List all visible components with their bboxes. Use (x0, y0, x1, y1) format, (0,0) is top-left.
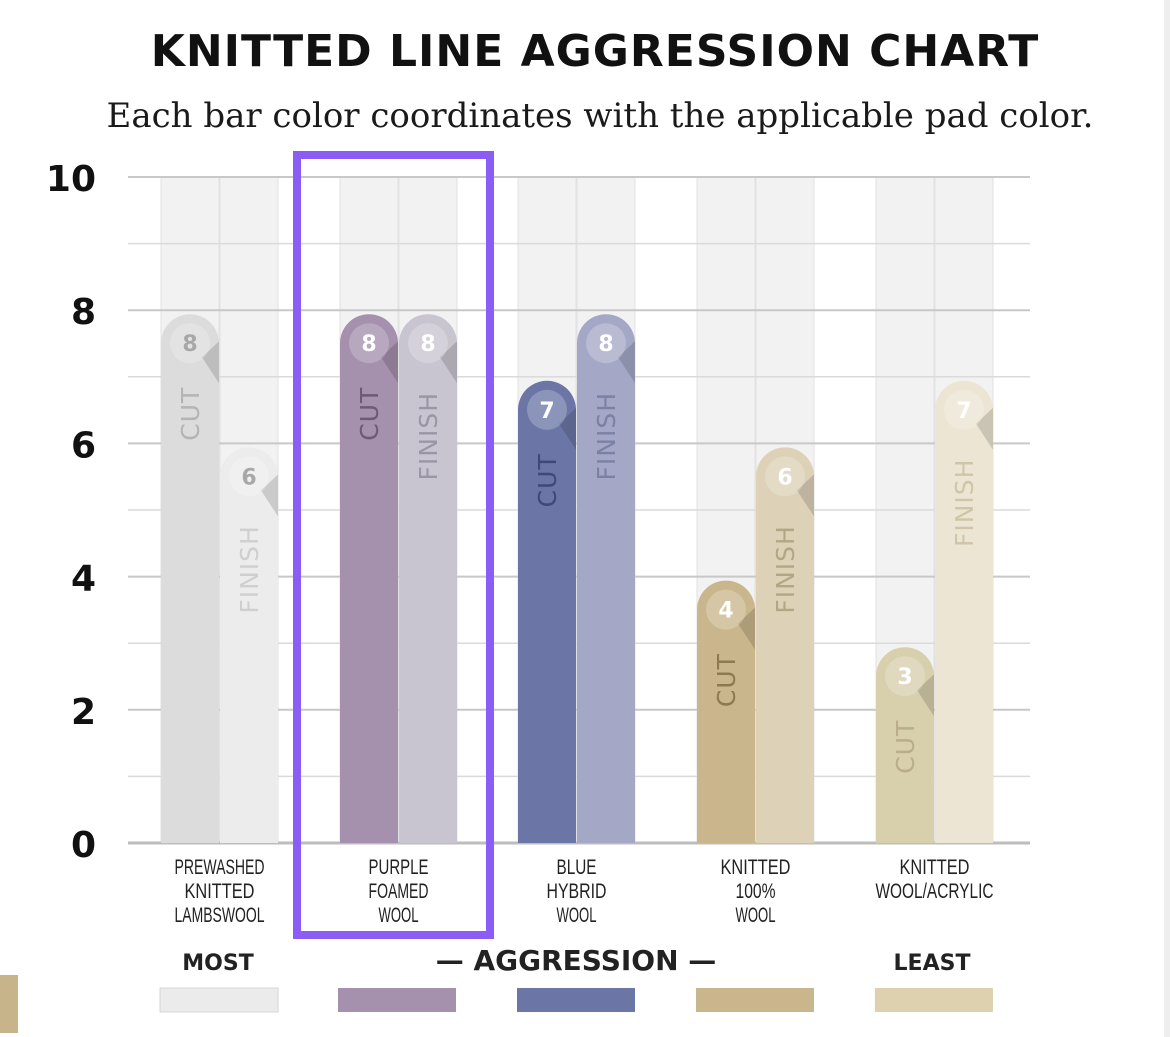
category-label: BLUE (557, 856, 597, 879)
category-label: KNITTED (721, 856, 791, 879)
finish-bar (220, 447, 278, 843)
finish-bar (935, 380, 993, 843)
highlight-box (293, 151, 494, 939)
cut-bar (697, 580, 755, 843)
value-label: 3 (897, 665, 912, 690)
value-label: 6 (777, 465, 792, 490)
category-label: WOOL (736, 904, 776, 927)
category-label: HYBRID (547, 880, 607, 903)
category-label: FOAMED (369, 880, 429, 903)
cut-text-label: CUT (355, 387, 384, 441)
chart-title: KNITTED LINE AGGRESSION CHART (150, 26, 1040, 77)
y-tick-label: 4 (71, 559, 96, 600)
finish-bar (577, 314, 635, 843)
value-label: 8 (598, 332, 613, 357)
value-label: 8 (182, 332, 197, 357)
value-label: 6 (241, 465, 256, 490)
finish-text-label: FINISH (592, 392, 621, 481)
value-label: 4 (718, 599, 733, 624)
y-tick-label: 2 (71, 692, 96, 733)
legend-swatch (338, 988, 456, 1012)
finish-bar (756, 447, 814, 843)
value-label: 7 (539, 399, 554, 424)
value-badge (944, 389, 984, 430)
chart-subtitle: Each bar color coordinates with the appl… (106, 96, 1094, 136)
legend-swatch (875, 988, 993, 1012)
legend-aggression-label: — AGGRESSION — (436, 944, 717, 977)
value-badge (586, 323, 626, 364)
value-label: 8 (420, 332, 435, 357)
value-badge (408, 323, 448, 364)
category-label: WOOL (379, 904, 419, 927)
value-badge (765, 456, 805, 497)
finish-text-label: FINISH (950, 459, 979, 548)
category-label: PURPLE (369, 856, 429, 879)
badge-shadow (261, 474, 278, 517)
legend-swatch (159, 987, 279, 1013)
finish-text-label: FINISH (771, 525, 800, 614)
finish-bar (399, 314, 457, 843)
badge-shadow (202, 341, 219, 384)
edge-swatch (0, 975, 18, 1033)
cut-text-label: CUT (533, 453, 562, 507)
legend-swatch (517, 988, 635, 1012)
cut-bar (161, 314, 219, 843)
value-badge (527, 389, 567, 430)
y-tick-label: 8 (71, 292, 96, 333)
value-label: 8 (361, 332, 376, 357)
cut-bar (518, 380, 576, 843)
badge-shadow (618, 341, 635, 384)
legend-swatch (696, 988, 814, 1012)
cut-bar (340, 314, 398, 843)
badge-shadow (440, 341, 457, 384)
value-badge (170, 323, 210, 364)
legend-most-label: MOST (182, 951, 253, 976)
category-label: WOOL/ACRYLIC (876, 880, 994, 903)
cut-bar (876, 647, 934, 843)
y-tick-label: 10 (46, 159, 96, 200)
category-label: PREWASHED (175, 856, 265, 879)
category-label: KNITTED (900, 856, 970, 879)
value-badge (706, 589, 746, 630)
category-label: WOOL (557, 904, 597, 927)
y-tick-label: 6 (71, 425, 96, 466)
finish-text-label: FINISH (235, 525, 264, 614)
badge-shadow (797, 474, 814, 517)
badge-shadow (738, 607, 755, 650)
cut-text-label: CUT (891, 720, 920, 774)
value-badge (229, 456, 269, 497)
category-label: KNITTED (185, 880, 255, 903)
badge-shadow (917, 674, 934, 717)
legend-least-label: LEAST (894, 951, 971, 976)
cut-text-label: CUT (712, 653, 741, 707)
badge-shadow (976, 407, 993, 450)
page-edge (1164, 0, 1170, 1037)
badge-shadow (381, 341, 398, 384)
value-label: 7 (956, 399, 971, 424)
badge-shadow (559, 407, 576, 450)
category-label: 100% (736, 880, 776, 903)
y-tick-label: 0 (71, 825, 96, 866)
finish-text-label: FINISH (414, 392, 443, 481)
cut-text-label: CUT (176, 387, 205, 441)
value-badge (885, 656, 925, 697)
value-badge (349, 323, 389, 364)
category-label: LAMBSWOOL (175, 904, 265, 927)
